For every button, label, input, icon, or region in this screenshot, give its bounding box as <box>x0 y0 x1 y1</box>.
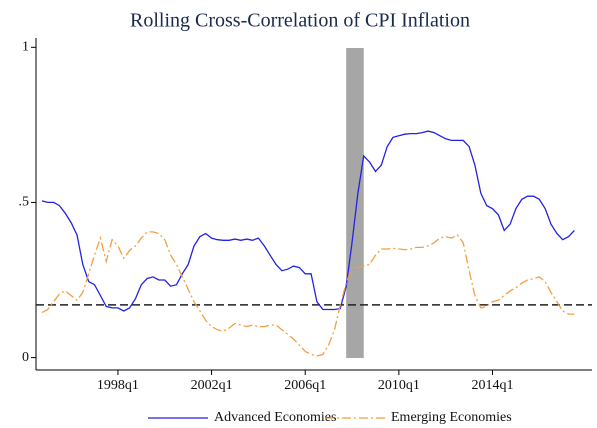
x-tick-label: 2002q1 <box>191 378 233 393</box>
series-line <box>41 130 575 312</box>
series-line <box>41 231 575 357</box>
chart-title: Rolling Cross-Correlation of CPI Inflati… <box>130 10 470 32</box>
x-tick-label: 1998q1 <box>97 378 139 393</box>
x-tick-label: 2010q1 <box>378 378 420 393</box>
y-tick-label: 0 <box>22 350 29 365</box>
x-tick-label: 2006q1 <box>284 378 326 393</box>
x-tick-label: 2014q1 <box>472 378 514 393</box>
legend-label: Emerging Economies <box>391 410 512 425</box>
y-tick-label: .5 <box>19 195 30 210</box>
shaded-period <box>346 48 364 358</box>
legend-label: Advanced Economies <box>214 410 336 425</box>
y-tick-label: 1 <box>22 40 29 55</box>
